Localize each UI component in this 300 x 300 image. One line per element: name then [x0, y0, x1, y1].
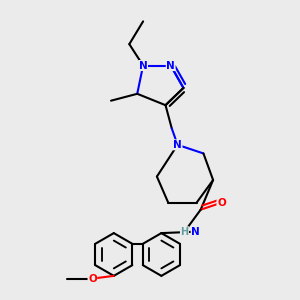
Text: O: O	[88, 274, 97, 284]
Text: H: H	[180, 227, 188, 237]
Text: N: N	[173, 140, 182, 150]
Text: N: N	[191, 227, 200, 237]
Text: N: N	[139, 61, 148, 70]
Text: N: N	[166, 61, 175, 70]
Text: O: O	[217, 198, 226, 208]
